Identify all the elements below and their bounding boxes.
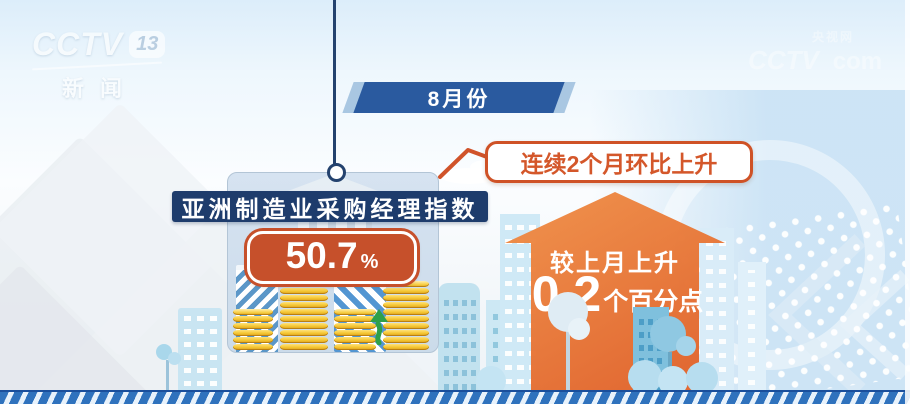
- coin: [334, 316, 376, 322]
- channel-subtitle: 新闻: [62, 76, 139, 101]
- arrow-caption: 较上月上升: [550, 250, 680, 277]
- coin: [280, 344, 328, 350]
- coin-stack: [280, 280, 328, 350]
- tree-trunk: [566, 330, 570, 392]
- month-badge: 8月份: [342, 82, 576, 113]
- bank-roof-icon: [288, 174, 378, 191]
- building: [178, 308, 222, 392]
- tree: [676, 336, 696, 356]
- channel-logo: CCTV 13 新闻: [32, 26, 166, 103]
- watermark-cn: 央视网: [812, 30, 855, 44]
- coin: [280, 288, 328, 294]
- coin: [383, 309, 429, 315]
- coin: [280, 281, 328, 287]
- coin: [233, 309, 273, 315]
- tree: [568, 318, 590, 340]
- right-edge-strip: [905, 0, 910, 404]
- coin: [280, 316, 328, 322]
- coin: [280, 337, 328, 343]
- coin: [334, 344, 376, 350]
- pmi-value-box: 50.7 %: [247, 231, 417, 284]
- bottom-stripe-band: [0, 390, 910, 404]
- growth-arrow-icon: [370, 309, 388, 345]
- building: [438, 283, 480, 392]
- coin: [383, 288, 429, 294]
- coin: [280, 323, 328, 329]
- bush: [686, 362, 718, 394]
- coin: [233, 330, 273, 336]
- coin-stack: [334, 308, 376, 350]
- building: [738, 262, 766, 392]
- coin: [383, 330, 429, 336]
- coin: [383, 302, 429, 308]
- coin: [233, 316, 273, 322]
- channel-name: CCTV: [32, 26, 124, 62]
- pointer-line: [333, 0, 336, 165]
- coin: [383, 281, 429, 287]
- pmi-title-banner: 亚洲制造业采购经理指数: [172, 191, 488, 222]
- coin: [334, 330, 376, 336]
- coin-stack: [233, 308, 273, 350]
- coin: [233, 323, 273, 329]
- coin: [334, 337, 376, 343]
- site-watermark: 央视网 CCTV com: [748, 28, 882, 76]
- callout-box: 连续2个月环比上升: [485, 141, 753, 183]
- coin: [334, 323, 376, 329]
- coin: [280, 330, 328, 336]
- tree: [168, 352, 181, 365]
- bush: [628, 360, 662, 394]
- coin: [383, 337, 429, 343]
- pointer-ring: [327, 163, 346, 182]
- coin: [280, 295, 328, 301]
- tree-trunk: [166, 360, 169, 392]
- coin: [383, 344, 429, 350]
- coin-stack: [383, 280, 429, 350]
- coin: [383, 316, 429, 322]
- channel-number: 13: [129, 31, 166, 58]
- coin: [383, 323, 429, 329]
- pmi-title: 亚洲制造业采购经理指数: [181, 195, 479, 222]
- coin: [383, 295, 429, 301]
- pmi-value: 50.7: [285, 235, 358, 276]
- callout-label: 连续2个月环比上升: [520, 151, 718, 177]
- coin: [233, 337, 273, 343]
- coin: [280, 309, 328, 315]
- pmi-unit: %: [360, 251, 379, 273]
- coin: [334, 309, 376, 315]
- month-badge-label: 8月份: [427, 87, 491, 111]
- coin: [233, 344, 273, 350]
- watermark-main: CCTV: [748, 45, 819, 75]
- coin: [280, 302, 328, 308]
- watermark-suffix: com: [832, 48, 883, 75]
